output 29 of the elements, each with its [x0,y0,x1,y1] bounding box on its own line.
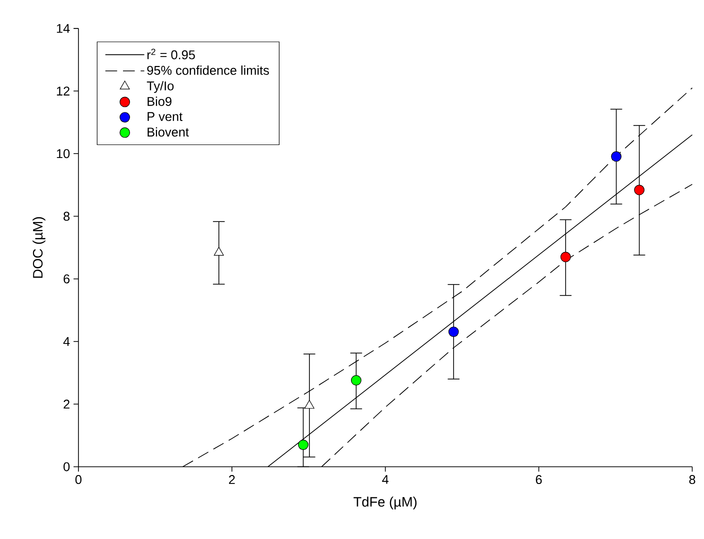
y-axis-title: DOC (µM) [32,217,46,278]
y-tick-label: 0 [64,462,70,472]
legend-label: Biovent [148,127,189,136]
x-tick-label: 6 [536,474,542,484]
legend-label: Ty/Io [146,80,174,93]
y-tick-label: 4 [63,337,70,346]
point [611,151,622,162]
point [304,400,314,409]
y-tick-label: 12 [56,86,70,96]
x-axis-title: TdFe (µM) [354,496,417,510]
x-tick-label: 0 [75,474,82,484]
legend-label: 95% confidence limits [147,65,269,75]
point [560,252,571,262]
x-tick-label: 4 [382,474,389,484]
y-tick-label: 14 [56,24,70,33]
point [298,439,308,450]
y-tick-label: 2 [64,400,70,408]
y-tick-label: 10 [56,149,70,158]
y-tick-label: 6 [64,274,70,284]
point [448,326,459,337]
point [350,374,362,386]
x-tick-label: 8 [689,474,696,484]
x-tick-label: 2 [229,474,235,484]
legend-label: Bio9 [148,96,172,106]
point [634,184,644,196]
y-tick-label: 8 [64,212,70,221]
legend-label: P vent [148,112,182,121]
legend-label: r$^{2}$ = 0.95 [147,48,195,60]
point [214,246,224,256]
